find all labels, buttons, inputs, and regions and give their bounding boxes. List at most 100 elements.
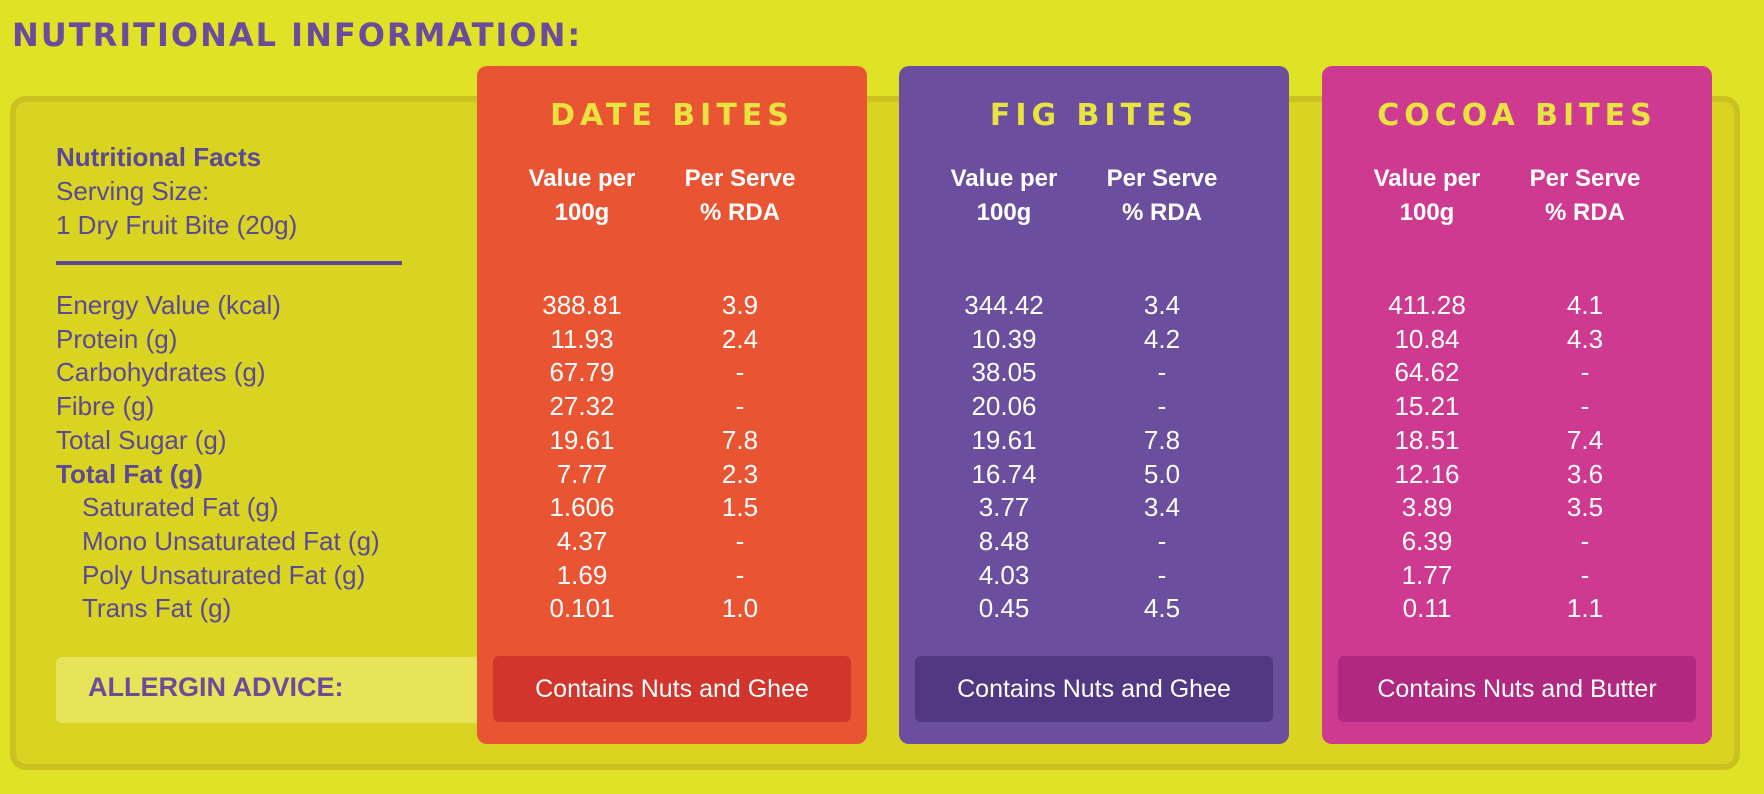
value-per-100g-header: Value per 100g: [507, 162, 657, 230]
column-header-text: 100g: [554, 199, 610, 226]
value-cell: 19.61: [549, 424, 615, 455]
allergy-advice-text: Contains Nuts and Ghee: [915, 656, 1273, 722]
allergy-advice-text: Contains Nuts and Butter: [1338, 656, 1696, 722]
value-cell: 1.606: [549, 492, 615, 523]
rda-cell: 2.3: [721, 458, 759, 489]
allergy-advice-text: Contains Nuts and Ghee: [493, 656, 851, 722]
value-cell: 15.21: [1394, 391, 1460, 422]
row-label: Energy Value (kcal): [56, 290, 281, 320]
rda-cell: -: [1580, 525, 1590, 556]
row-label: Saturated Fat (g): [82, 492, 279, 523]
value-cell: 8.48: [978, 525, 1030, 556]
per-serve-rda-header: Per Serve % RDA: [665, 162, 815, 230]
value-cell: 16.74: [971, 458, 1037, 489]
value-cell: 27.32: [549, 391, 615, 422]
rda-cell: 5.0: [1143, 458, 1181, 489]
value-cell: 67.79: [549, 357, 615, 388]
value-cell: 411.28: [1388, 290, 1466, 320]
row-label: Total Sugar (g): [56, 424, 227, 455]
value-cell: 20.06: [971, 391, 1037, 422]
value-cell: 6.39: [1401, 525, 1453, 556]
rda-cell: -: [735, 391, 745, 422]
value-cell: 1.77: [1401, 559, 1453, 590]
value-cell: 388.81: [542, 290, 622, 320]
value-cell: 4.03: [978, 559, 1030, 590]
serving-size-label: Serving Size:: [56, 176, 210, 206]
value-cell: 4.37: [556, 525, 608, 556]
column-header-text: Value per: [528, 165, 636, 192]
value-per-100g-header: Value per 100g: [1352, 162, 1502, 230]
serving-size-value: 1 Dry Fruit Bite (20g): [56, 210, 298, 240]
column-header-text: Value per: [1373, 165, 1481, 192]
rda-cell: -: [1157, 559, 1167, 590]
rda-cell: 7.8: [721, 424, 759, 455]
value-cell: 64.62: [1394, 357, 1460, 388]
value-cell: 19.61: [971, 424, 1037, 455]
rda-cell: -: [735, 559, 745, 590]
value-cell: 10.39: [971, 323, 1037, 354]
product-card: DATE BITES Value per 100g Per Serve % RDA 388…: [477, 66, 867, 744]
value-cell: 1.69: [556, 559, 608, 590]
value-cell: 12.16: [1394, 458, 1460, 489]
facts-header: Nutritional Facts Serving Size: 1 Dry Fr…: [56, 140, 476, 242]
product-title: DATE BITES: [550, 98, 794, 133]
column-header-text: % RDA: [1544, 199, 1625, 226]
value-cell: 38.05: [971, 357, 1037, 388]
value-cell: 344.42: [964, 290, 1044, 320]
rda-cell: 4.3: [1566, 323, 1604, 354]
value-per-100g-header: Value per 100g: [929, 162, 1079, 230]
value-cell: 3.77: [978, 492, 1030, 523]
value-cell: 3.89: [1401, 492, 1453, 523]
rda-cell: -: [1157, 357, 1167, 388]
rda-cell: 4.5: [1143, 593, 1181, 624]
rda-cell: -: [1580, 391, 1590, 422]
value-cell: 0.45: [978, 593, 1030, 624]
page-title: NUTRITIONAL INFORMATION:: [12, 16, 583, 54]
column-header-text: Per Serve: [684, 165, 796, 192]
per-serve-rda-header: Per Serve % RDA: [1510, 162, 1660, 230]
value-cell: 0.11: [1402, 593, 1452, 624]
rda-cell: 4.1: [1566, 290, 1604, 320]
row-label: Poly Unsaturated Fat (g): [82, 559, 366, 590]
rda-cell: 7.8: [1143, 424, 1181, 455]
rda-cell: 3.9: [721, 290, 759, 320]
column-header-text: Per Serve: [1529, 165, 1641, 192]
value-cell: 0.101: [549, 593, 615, 624]
rda-cell: 3.4: [1143, 492, 1181, 523]
value-cell: 10.84: [1394, 323, 1460, 354]
facts-divider: [56, 261, 402, 265]
column-header-text: Per Serve: [1106, 165, 1218, 192]
row-label: Fibre (g): [56, 391, 155, 422]
allergy-advice-box: [56, 657, 481, 723]
rda-cell: 3.5: [1566, 492, 1604, 523]
rda-cell: -: [1580, 357, 1590, 388]
row-label: Protein (g): [56, 323, 178, 354]
column-header-text: % RDA: [699, 199, 780, 226]
value-cell: 7.77: [556, 458, 608, 489]
rda-cell: -: [1157, 525, 1167, 556]
rda-cell: -: [735, 357, 745, 388]
per-serve-rda-header: Per Serve % RDA: [1087, 162, 1237, 230]
rda-cell: 1.5: [721, 492, 759, 523]
rda-cell: 4.2: [1143, 323, 1181, 354]
rda-cell: 3.4: [1143, 290, 1181, 320]
row-label: Carbohydrates (g): [56, 357, 266, 388]
row-label: Mono Unsaturated Fat (g): [82, 525, 380, 556]
column-header-text: 100g: [976, 199, 1032, 226]
column-header-text: 100g: [1399, 199, 1455, 226]
rda-cell: 1.1: [1566, 593, 1604, 624]
product-title: COCOA BITES: [1377, 98, 1657, 133]
rda-cell: -: [735, 525, 745, 556]
column-header-text: % RDA: [1121, 199, 1202, 226]
value-cell: 18.51: [1394, 424, 1460, 455]
row-label: Trans Fat (g): [82, 593, 232, 624]
rda-cell: -: [1580, 559, 1590, 590]
value-cell: 11.93: [550, 323, 614, 354]
column-header-text: Value per: [950, 165, 1058, 192]
rda-cell: 7.4: [1566, 424, 1604, 455]
row-label: Total Fat (g): [56, 458, 203, 489]
product-card: FIG BITES Value per 100g Per Serve % RDA 344.…: [899, 66, 1289, 744]
rda-cell: 2.4: [721, 323, 759, 354]
allergy-advice-label: ALLERGIN ADVICE:: [88, 672, 344, 702]
product-title: FIG BITES: [989, 98, 1199, 133]
